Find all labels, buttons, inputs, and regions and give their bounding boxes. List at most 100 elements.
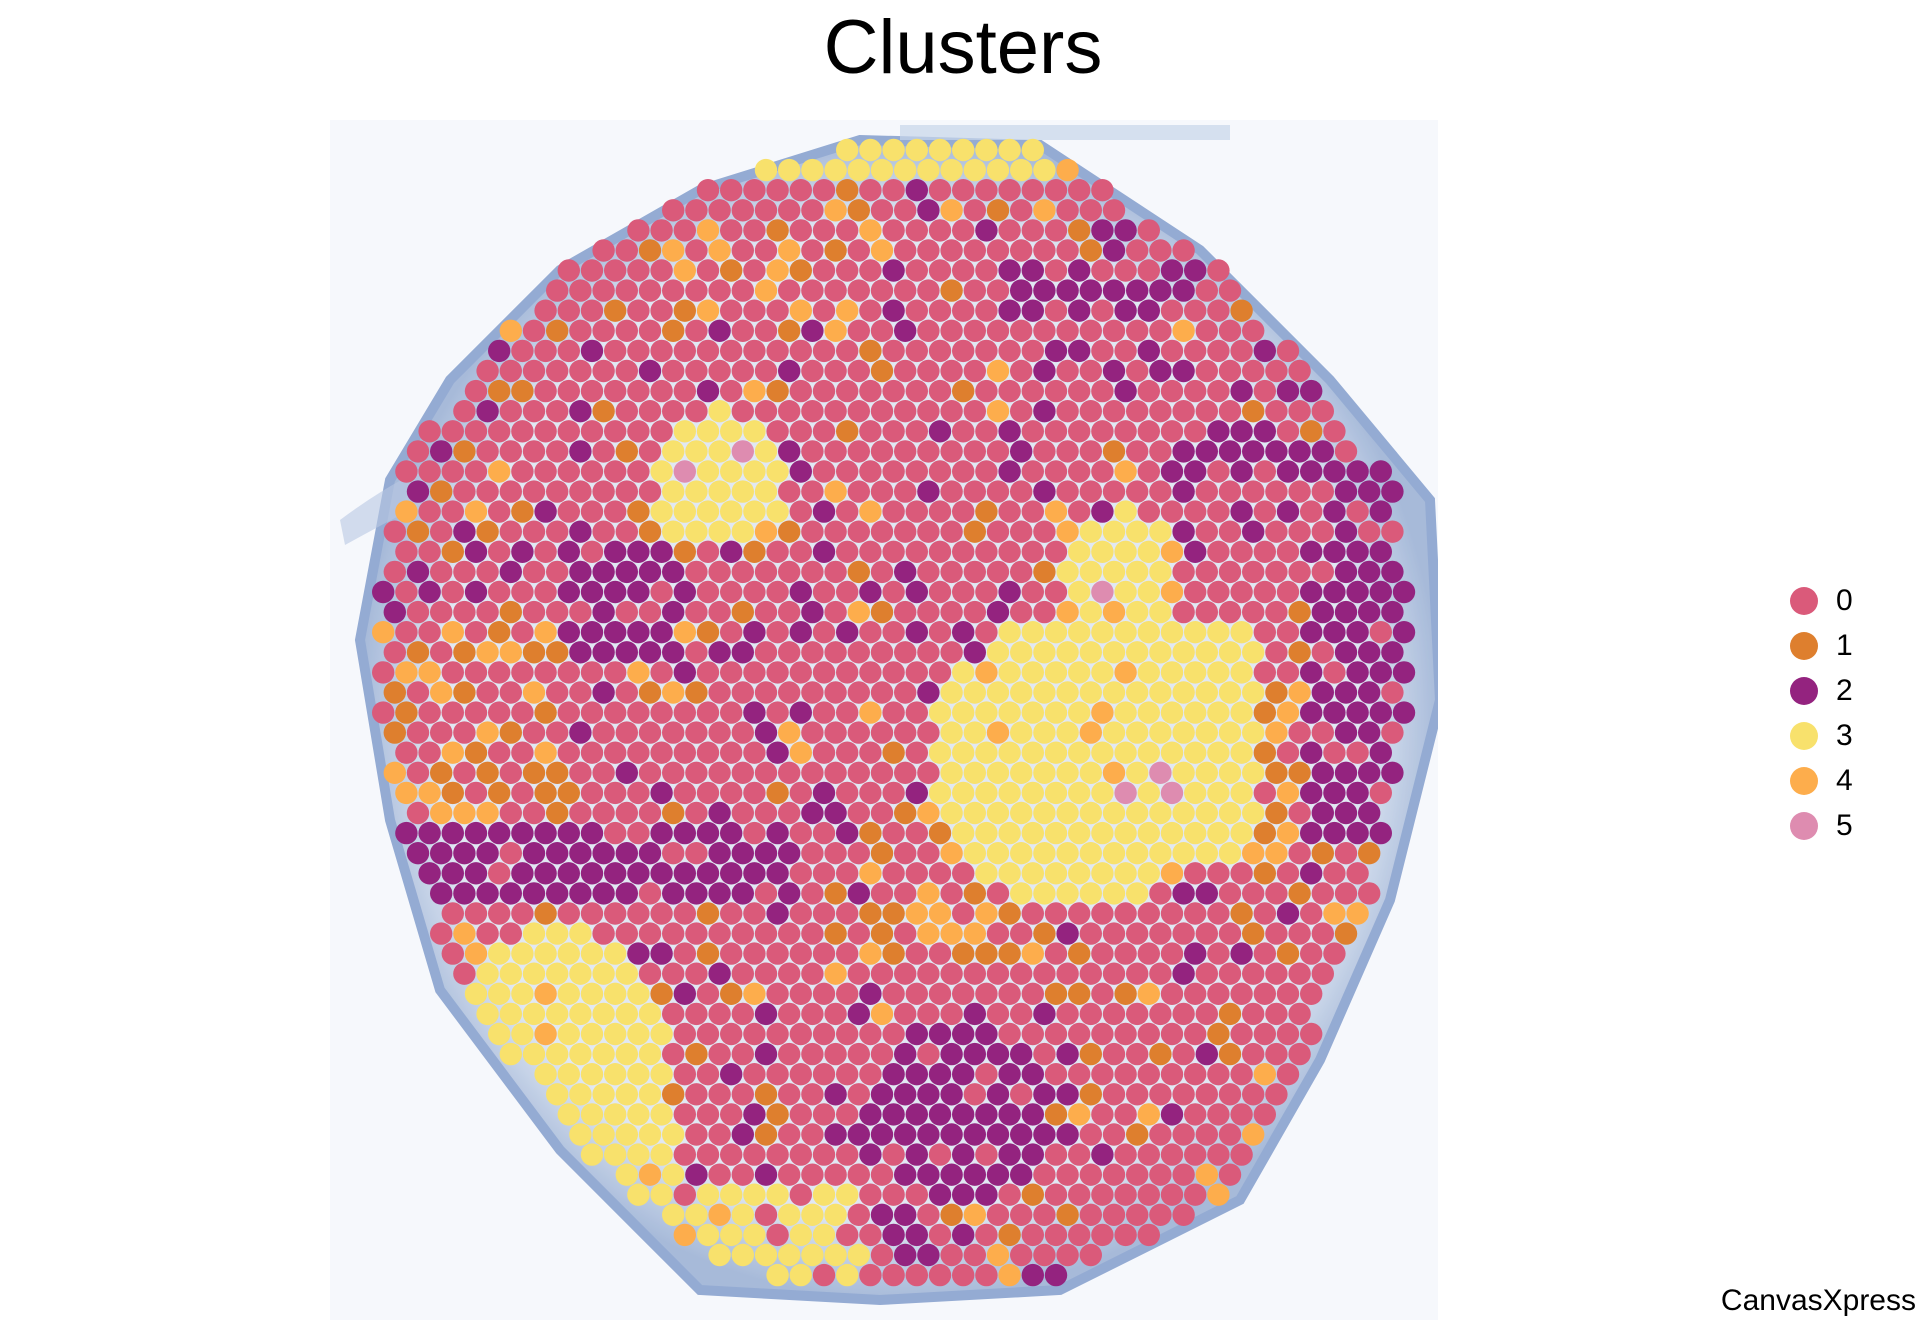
spot-cluster-0 [905,339,928,363]
spot-cluster-3 [812,1183,836,1206]
spot-cluster-2 [406,560,430,584]
spot-cluster-2 [569,882,592,905]
spot-cluster-0 [1276,661,1300,684]
spot-cluster-0 [1207,902,1230,925]
spot-cluster-3 [1126,560,1149,584]
spot-cluster-4 [859,219,882,242]
spot-cluster-3 [557,982,580,1005]
spot-cluster-0 [824,842,847,865]
spot-cluster-0 [905,420,928,443]
spot-cluster-1 [453,440,476,463]
spot-cluster-2 [940,1163,963,1186]
spot-cluster-1 [453,641,476,664]
spot-cluster-0 [801,239,824,262]
spot-cluster-3 [615,1083,638,1106]
spot-cluster-0 [1218,882,1242,905]
spot-cluster-0 [1102,1203,1126,1227]
spot-cluster-0 [1381,520,1404,543]
spot-cluster-0 [1068,420,1091,443]
spot-cluster-2 [998,1103,1021,1126]
spot-cluster-0 [662,279,685,302]
spot-cluster-4 [824,319,847,342]
spot-cluster-4 [975,902,998,925]
spot-cluster-0 [511,661,534,684]
spot-cluster-0 [592,359,615,383]
spot-cluster-5 [731,440,754,463]
spot-cluster-2 [1369,821,1393,845]
spot-cluster-0 [1288,842,1311,865]
spot-cluster-4 [1242,1123,1265,1146]
spot-cluster-3 [743,1223,766,1247]
spot-cluster-0 [1056,1163,1079,1186]
spot-cluster-0 [1137,1063,1161,1086]
spot-cluster-0 [1126,239,1149,262]
spot-cluster-3 [1079,520,1103,543]
spot-cluster-0 [789,179,812,202]
spot-cluster-0 [894,520,917,543]
spot-cluster-0 [604,741,627,764]
spot-cluster-0 [1126,319,1149,342]
spot-cluster-2 [1346,701,1369,724]
spot-cluster-2 [905,781,928,805]
spot-cluster-3 [1137,781,1161,805]
spot-cluster-0 [1126,1002,1149,1026]
spot-cluster-0 [801,440,824,463]
spot-cluster-3 [1102,520,1126,543]
spot-cluster-2 [580,339,604,363]
spot-cluster-3 [1149,600,1172,624]
spot-cluster-0 [1068,379,1091,403]
spot-cluster-3 [766,1263,789,1287]
spot-cluster-1 [592,400,615,423]
spot-cluster-5 [1114,781,1137,805]
spot-cluster-0 [1044,902,1068,925]
spot-cluster-2 [894,1123,917,1146]
spot-cluster-3 [580,982,604,1005]
spot-cluster-0 [928,1263,952,1287]
spot-cluster-0 [1091,1063,1114,1086]
spot-cluster-1 [546,641,569,664]
spot-cluster-3 [1056,641,1079,664]
spot-cluster-0 [1149,319,1172,342]
spot-cluster-0 [592,440,615,463]
spot-cluster-2 [1033,1083,1056,1106]
spot-cluster-2 [859,580,882,604]
spot-cluster-0 [882,821,905,845]
spot-cluster-0 [1172,400,1195,423]
spot-cluster-0 [928,259,952,282]
spot-cluster-0 [940,520,963,543]
spot-cluster-3 [1137,701,1161,724]
spot-cluster-0 [905,1263,928,1287]
spot-cluster-3 [1149,801,1172,825]
spot-cluster-0 [546,721,569,744]
spot-cluster-0 [546,560,569,584]
spot-cluster-1 [1265,761,1288,784]
spot-cluster-0 [1091,902,1114,925]
spot-cluster-4 [638,1163,662,1186]
spot-cluster-3 [754,158,778,182]
spot-cluster-3 [824,1243,847,1267]
spot-cluster-5 [1160,781,1184,805]
spot-cluster-0 [720,621,743,644]
spot-cluster-0 [824,400,847,423]
spot-cluster-2 [1172,962,1195,985]
spot-cluster-0 [1126,922,1149,945]
spot-cluster-0 [1276,339,1300,363]
spot-cluster-3 [1114,821,1137,845]
spot-cluster-3 [1126,801,1149,825]
spot-cluster-0 [1230,982,1253,1005]
spot-cluster-1 [1334,922,1358,945]
spot-cluster-2 [662,641,685,664]
spot-cluster-0 [406,600,430,624]
spot-cluster-2 [905,179,928,202]
spot-cluster-0 [1195,480,1219,503]
spot-cluster-3 [998,781,1021,805]
spot-cluster-2 [952,621,975,644]
spot-cluster-0 [940,359,963,383]
spot-cluster-3 [1102,801,1126,825]
legend-item-2: 2 [1790,668,1853,713]
spot-cluster-0 [766,1022,789,1046]
spot-cluster-3 [1102,681,1126,704]
spot-cluster-0 [1126,1163,1149,1186]
spot-cluster-4 [1056,600,1079,624]
spot-cluster-0 [488,661,511,684]
